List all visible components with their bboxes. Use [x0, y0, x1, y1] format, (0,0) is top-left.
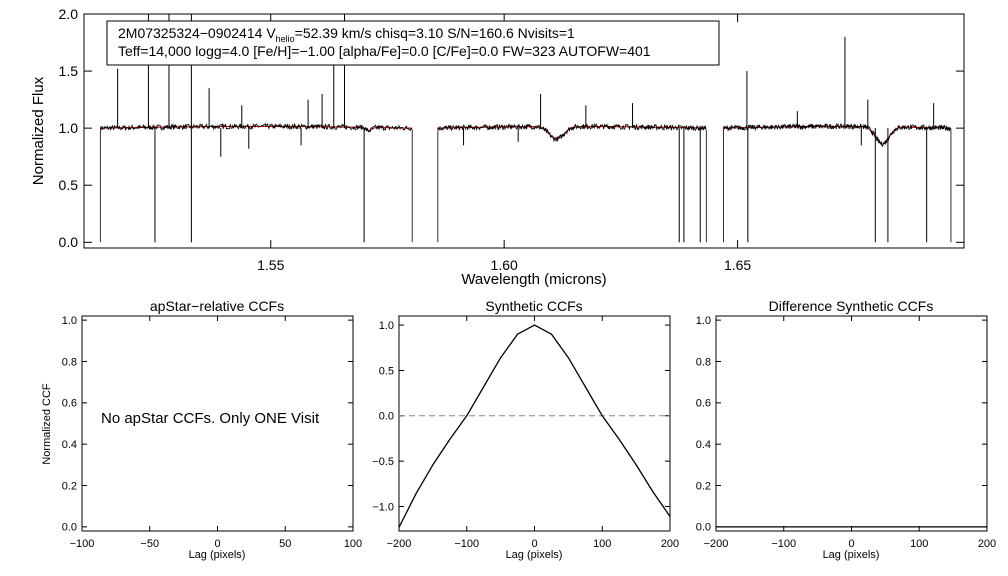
observed-spectrum-line [99, 122, 952, 243]
x-tick-label: 100 [910, 538, 928, 550]
apstar-ccf-title: apStar−relative CCFs [150, 298, 284, 314]
spectrum-data [99, 14, 952, 243]
difference-ccf-x-axis-label: Lag (pixels) [823, 549, 880, 561]
synthetic-ccf-plot-frame [398, 315, 671, 532]
y-tick-label: 0.0 [696, 522, 711, 534]
x-tick-label: 200 [978, 538, 996, 550]
spectrum-plot-frame [83, 13, 965, 249]
y-tick-label: 0.8 [696, 356, 711, 368]
x-tick-label: −100 [771, 538, 796, 550]
y-tick-label: 0.6 [62, 398, 77, 410]
y-tick-label: 1.0 [379, 320, 394, 332]
x-tick-label: 0 [848, 538, 854, 550]
y-tick-label: 0.5 [59, 177, 79, 193]
y-tick-label: 0.0 [379, 411, 394, 423]
info-box [106, 20, 720, 66]
x-tick-label: 1.65 [724, 257, 751, 273]
velocity-subscript: helio [276, 34, 295, 44]
y-tick-label: 1.0 [696, 315, 711, 327]
synthetic-ccf-title: Synthetic CCFs [485, 298, 582, 314]
y-tick-label: 0.8 [62, 356, 77, 368]
y-tick-label: 0.2 [62, 480, 77, 492]
synthetic-ccf-panel: Synthetic CCFs −200 −100 0 100 200 −1.0 −0.5 0.… [372, 298, 679, 561]
apstar-ccf-ticks: −100 −50 0 50 100 0.0 0.2 0.4 0.6 0.8 1.0 [62, 315, 362, 550]
x-tick-label: −100 [70, 538, 95, 550]
apstar-ccf-panel: apStar−relative CCFs −100 −50 0 50 100 0.0 0.2… [41, 298, 362, 561]
y-tick-label: −0.5 [372, 456, 394, 468]
synthetic-fit-line [100, 125, 951, 145]
difference-ccf-plot-frame [715, 315, 988, 532]
spectrum-ticks: 1.55 1.60 1.65 0.0 0.5 1.0 1.5 2.0 [59, 6, 964, 273]
x-tick-label: 100 [593, 538, 611, 550]
apstar-ccf-x-axis-label: Lag (pixels) [189, 549, 246, 561]
x-tick-label: 0 [214, 538, 220, 550]
y-tick-label: 0.0 [59, 234, 79, 250]
y-tick-label: 1.5 [59, 63, 79, 79]
difference-ccf-title: Difference Synthetic CCFs [769, 298, 934, 314]
y-tick-label: 0.4 [62, 439, 77, 451]
spectrum-x-axis-label: Wavelength (microns) [461, 271, 606, 288]
x-tick-label: −100 [454, 538, 479, 550]
y-tick-label: 0.6 [696, 398, 711, 410]
star-id: 2M07325324−0902414 [118, 25, 263, 41]
difference-ccf-panel: Difference Synthetic CCFs −200 −100 0 100 20… [696, 298, 996, 561]
x-tick-label: −50 [140, 538, 159, 550]
y-tick-label: 0.4 [696, 439, 711, 451]
x-tick-label: 1.55 [257, 257, 284, 273]
apstar-ccf-y-axis-label: Normalized CCF [41, 383, 53, 465]
difference-ccf-ticks: −200 −100 0 100 200 0.0 0.2 0.4 0.6 0.8 1.0 [696, 315, 996, 550]
y-tick-label: 2.0 [59, 6, 79, 22]
synthetic-ccf-x-axis-label: Lag (pixels) [506, 549, 563, 561]
y-tick-label: 0.5 [379, 365, 394, 377]
x-tick-label: 200 [661, 538, 679, 550]
y-tick-label: 0.2 [696, 480, 711, 492]
spectrum-y-axis-label: Normalized Flux [30, 76, 47, 185]
x-tick-label: 1.60 [491, 257, 518, 273]
x-tick-label: 50 [279, 538, 291, 550]
y-tick-label: 1.0 [59, 120, 79, 136]
y-tick-label: 0.0 [62, 522, 77, 534]
info-line-1-values: =52.39 km/s chisq=3.10 S/N=160.6 Nvisits… [295, 25, 575, 41]
x-tick-label: −200 [704, 538, 729, 550]
x-tick-label: 0 [531, 538, 537, 550]
synthetic-ccf-line [398, 324, 671, 528]
velocity-symbol: V [266, 25, 276, 41]
y-tick-label: 1.0 [62, 315, 77, 327]
apstar-ccf-annotation: No apStar CCFs. Only ONE Visit [101, 410, 320, 427]
spectrum-panel: 1.55 1.60 1.65 0.0 0.5 1.0 1.5 2.0 2M07325324−0… [30, 6, 965, 288]
x-tick-label: −200 [387, 538, 412, 550]
synthetic-ccf-data [398, 324, 671, 528]
info-line-1: 2M07325324−0902414 Vhelio=52.39 km/s chi… [118, 25, 575, 44]
x-tick-label: 100 [344, 538, 362, 550]
info-line-2: Teff=14,000 logg=4.0 [Fe/H]=−1.00 [alpha… [118, 43, 651, 59]
synthetic-ccf-ticks: −200 −100 0 100 200 −1.0 −0.5 0.0 0.5 1.0 [372, 316, 679, 550]
y-tick-label: −1.0 [372, 501, 394, 513]
